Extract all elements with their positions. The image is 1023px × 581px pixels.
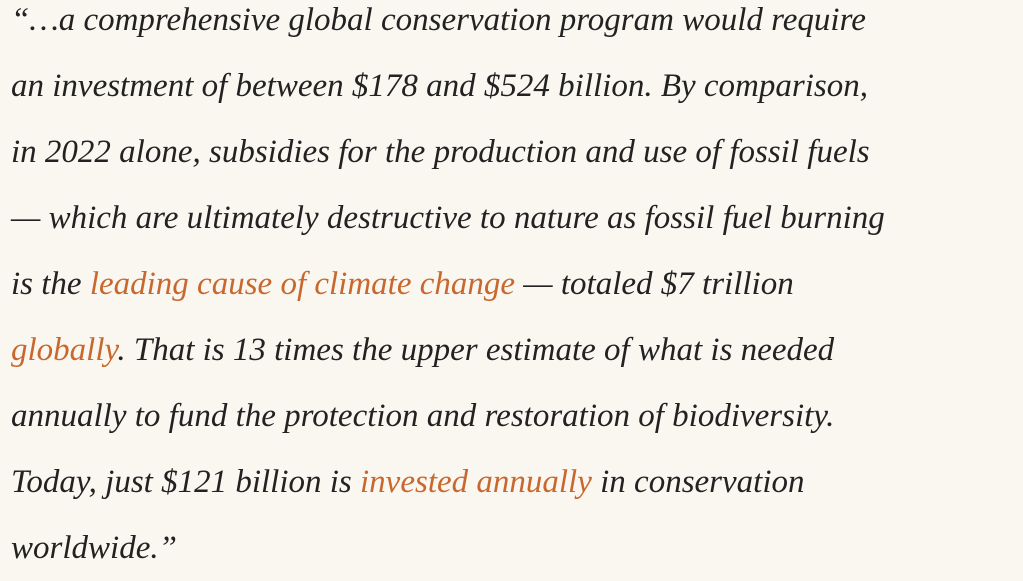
text: — which are ultimately destructive to na… xyxy=(11,200,885,236)
line: “…a comprehensive global conservation pr… xyxy=(11,0,1021,53)
text: in conservation xyxy=(591,464,805,500)
text: . That is 13 times the upper estimate of… xyxy=(117,332,835,368)
line: worldwide.” xyxy=(11,515,1021,581)
text: “…a comprehensive global conservation pr… xyxy=(11,2,866,38)
link[interactable]: invested annually xyxy=(360,464,592,500)
link[interactable]: globally xyxy=(11,332,118,368)
quote: “…a comprehensive global conservation pr… xyxy=(11,0,1021,581)
text: — totaled $7 trillion xyxy=(515,266,794,302)
link[interactable]: leading cause of climate change xyxy=(89,266,516,302)
text: is the xyxy=(11,266,90,302)
text: an investment of between $178 and $524 b… xyxy=(11,68,868,104)
text: Today, just $121 billion is xyxy=(11,464,361,500)
line: in 2022 alone, subsidies for the product… xyxy=(11,119,1021,185)
line: is the leading cause of climate change —… xyxy=(11,251,1021,317)
line: globally. That is 13 times the upper est… xyxy=(11,317,1021,383)
text: worldwide.” xyxy=(11,530,177,566)
line: an investment of between $178 and $524 b… xyxy=(11,53,1021,119)
line: Today, just $121 billion is invested ann… xyxy=(11,449,1021,515)
text: in 2022 alone, subsidies for the product… xyxy=(11,134,870,170)
line: — which are ultimately destructive to na… xyxy=(11,185,1021,251)
text: annually to fund the protection and rest… xyxy=(11,398,835,434)
line: annually to fund the protection and rest… xyxy=(11,383,1021,449)
